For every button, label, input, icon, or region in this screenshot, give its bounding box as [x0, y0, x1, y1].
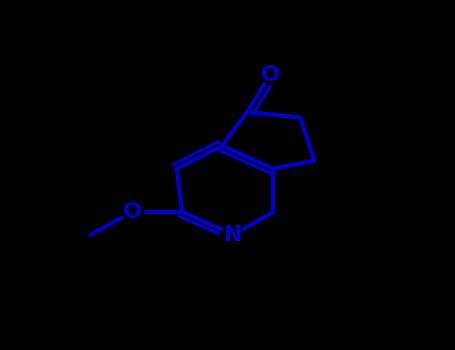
Text: O: O: [261, 65, 280, 85]
Text: O: O: [123, 202, 142, 222]
Text: N: N: [224, 225, 243, 245]
